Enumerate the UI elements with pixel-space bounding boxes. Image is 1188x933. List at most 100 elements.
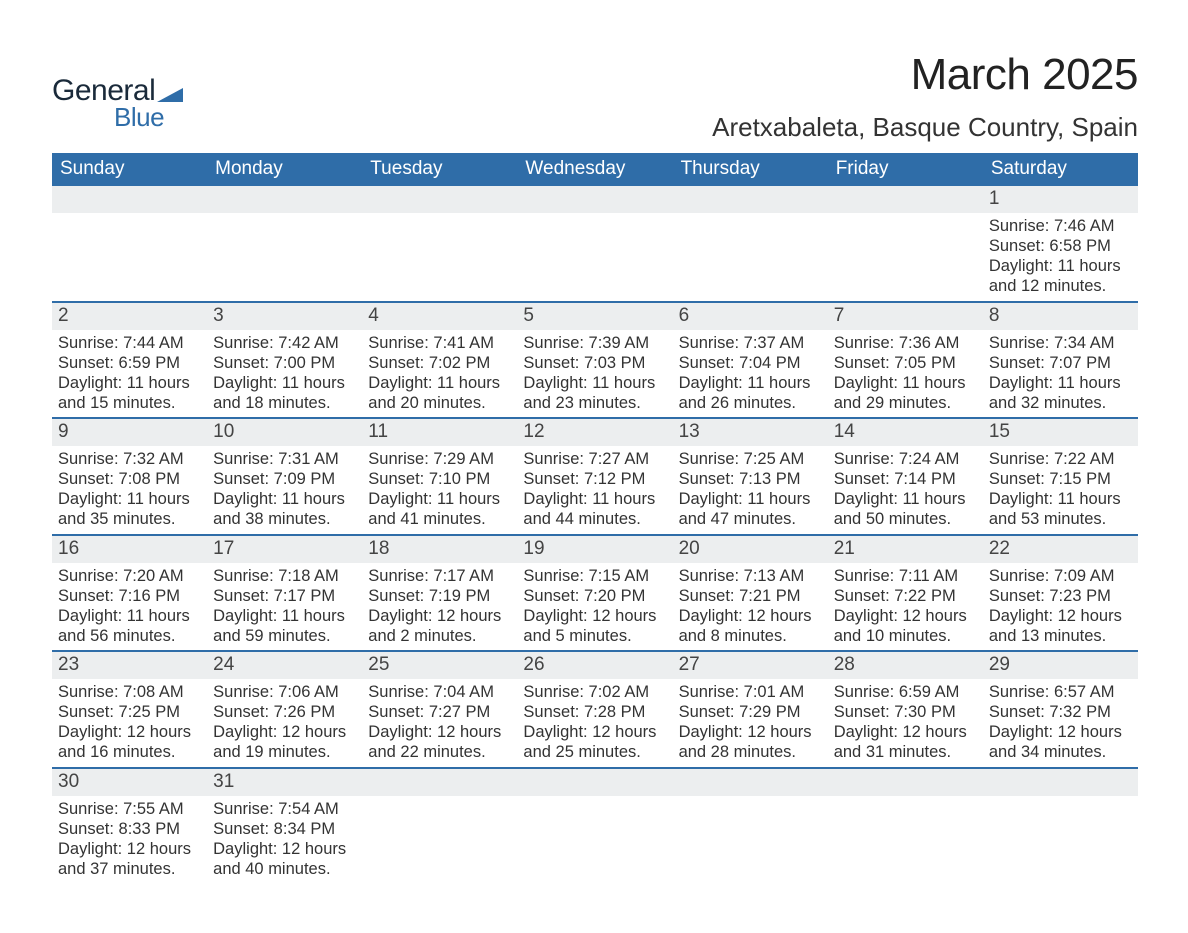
day-day1: Daylight: 12 hours <box>58 722 201 742</box>
day-sunrise: Sunrise: 7:02 AM <box>523 682 666 702</box>
day-day1: Daylight: 11 hours <box>368 373 511 393</box>
day-day2: and 25 minutes. <box>523 742 666 762</box>
month-title: March 2025 <box>712 50 1138 100</box>
week-detail-row: Sunrise: 7:46 AMSunset: 6:58 PMDaylight:… <box>52 213 1138 301</box>
day-day1: Daylight: 12 hours <box>679 722 822 742</box>
day-detail: Sunrise: 7:44 AMSunset: 6:59 PMDaylight:… <box>52 330 207 418</box>
day-detail: Sunrise: 6:59 AMSunset: 7:30 PMDaylight:… <box>828 679 983 767</box>
day-sunrise: Sunrise: 7:41 AM <box>368 333 511 353</box>
day-detail: Sunrise: 7:31 AMSunset: 7:09 PMDaylight:… <box>207 446 362 534</box>
day-sunset: Sunset: 7:20 PM <box>523 586 666 606</box>
day-detail: Sunrise: 7:02 AMSunset: 7:28 PMDaylight:… <box>517 679 672 767</box>
day-day1: Daylight: 11 hours <box>679 373 822 393</box>
day-sunset: Sunset: 7:25 PM <box>58 702 201 722</box>
day-day1: Daylight: 12 hours <box>213 839 356 859</box>
day-day2: and 23 minutes. <box>523 393 666 413</box>
day-day2: and 12 minutes. <box>989 276 1132 296</box>
day-day2: and 26 minutes. <box>679 393 822 413</box>
day-day1: Daylight: 11 hours <box>834 489 977 509</box>
week-daynum-row: 1 <box>52 186 1138 213</box>
day-sunset: Sunset: 6:59 PM <box>58 353 201 373</box>
day-number <box>828 186 983 213</box>
day-day1: Daylight: 11 hours <box>213 373 356 393</box>
day-day1: Daylight: 12 hours <box>834 722 977 742</box>
day-sunset: Sunset: 7:05 PM <box>834 353 977 373</box>
day-detail <box>828 796 983 884</box>
day-day2: and 19 minutes. <box>213 742 356 762</box>
day-day2: and 40 minutes. <box>213 859 356 879</box>
day-day2: and 29 minutes. <box>834 393 977 413</box>
day-number <box>673 186 828 213</box>
day-day1: Daylight: 11 hours <box>368 489 511 509</box>
day-number: 31 <box>207 769 362 796</box>
day-sunset: Sunset: 7:17 PM <box>213 586 356 606</box>
calendar-grid: Sunday Monday Tuesday Wednesday Thursday… <box>52 153 1138 883</box>
day-day2: and 31 minutes. <box>834 742 977 762</box>
day-day2: and 35 minutes. <box>58 509 201 529</box>
day-sunset: Sunset: 7:00 PM <box>213 353 356 373</box>
day-day1: Daylight: 11 hours <box>58 373 201 393</box>
weekday-header: Monday <box>207 153 362 186</box>
day-day2: and 16 minutes. <box>58 742 201 762</box>
day-day1: Daylight: 11 hours <box>58 606 201 626</box>
day-sunrise: Sunrise: 7:06 AM <box>213 682 356 702</box>
day-day2: and 34 minutes. <box>989 742 1132 762</box>
day-sunrise: Sunrise: 7:32 AM <box>58 449 201 469</box>
day-sunset: Sunset: 7:28 PM <box>523 702 666 722</box>
day-day2: and 56 minutes. <box>58 626 201 646</box>
day-sunrise: Sunrise: 6:57 AM <box>989 682 1132 702</box>
day-detail <box>673 213 828 301</box>
day-sunrise: Sunrise: 7:24 AM <box>834 449 977 469</box>
day-sunset: Sunset: 7:14 PM <box>834 469 977 489</box>
day-number: 13 <box>673 419 828 446</box>
day-detail: Sunrise: 7:18 AMSunset: 7:17 PMDaylight:… <box>207 563 362 651</box>
day-day1: Daylight: 11 hours <box>213 489 356 509</box>
day-number: 18 <box>362 536 517 563</box>
day-sunrise: Sunrise: 7:42 AM <box>213 333 356 353</box>
day-detail: Sunrise: 7:54 AMSunset: 8:34 PMDaylight:… <box>207 796 362 884</box>
day-day1: Daylight: 12 hours <box>523 722 666 742</box>
day-detail: Sunrise: 7:09 AMSunset: 7:23 PMDaylight:… <box>983 563 1138 651</box>
day-detail: Sunrise: 7:55 AMSunset: 8:33 PMDaylight:… <box>52 796 207 884</box>
day-number: 20 <box>673 536 828 563</box>
day-day2: and 18 minutes. <box>213 393 356 413</box>
day-number: 26 <box>517 652 672 679</box>
day-day1: Daylight: 12 hours <box>523 606 666 626</box>
logo: General Blue <box>52 50 183 133</box>
day-sunset: Sunset: 8:34 PM <box>213 819 356 839</box>
day-sunset: Sunset: 7:12 PM <box>523 469 666 489</box>
day-sunrise: Sunrise: 7:37 AM <box>679 333 822 353</box>
day-sunrise: Sunrise: 7:25 AM <box>679 449 822 469</box>
day-detail: Sunrise: 7:25 AMSunset: 7:13 PMDaylight:… <box>673 446 828 534</box>
day-sunrise: Sunrise: 7:01 AM <box>679 682 822 702</box>
day-detail: Sunrise: 7:36 AMSunset: 7:05 PMDaylight:… <box>828 330 983 418</box>
day-day1: Daylight: 11 hours <box>989 489 1132 509</box>
day-day2: and 20 minutes. <box>368 393 511 413</box>
day-day1: Daylight: 12 hours <box>989 606 1132 626</box>
day-sunset: Sunset: 7:16 PM <box>58 586 201 606</box>
day-number: 9 <box>52 419 207 446</box>
week-detail-row: Sunrise: 7:20 AMSunset: 7:16 PMDaylight:… <box>52 563 1138 651</box>
day-sunrise: Sunrise: 7:39 AM <box>523 333 666 353</box>
day-number: 14 <box>828 419 983 446</box>
day-day2: and 53 minutes. <box>989 509 1132 529</box>
week-detail-row: Sunrise: 7:32 AMSunset: 7:08 PMDaylight:… <box>52 446 1138 534</box>
day-detail: Sunrise: 7:24 AMSunset: 7:14 PMDaylight:… <box>828 446 983 534</box>
day-number: 10 <box>207 419 362 446</box>
day-number: 16 <box>52 536 207 563</box>
day-sunrise: Sunrise: 7:22 AM <box>989 449 1132 469</box>
day-number: 12 <box>517 419 672 446</box>
day-detail <box>517 213 672 301</box>
day-number <box>673 769 828 796</box>
day-sunrise: Sunrise: 7:29 AM <box>368 449 511 469</box>
day-number: 15 <box>983 419 1138 446</box>
day-day2: and 59 minutes. <box>213 626 356 646</box>
day-detail: Sunrise: 7:06 AMSunset: 7:26 PMDaylight:… <box>207 679 362 767</box>
day-day2: and 13 minutes. <box>989 626 1132 646</box>
day-detail: Sunrise: 7:34 AMSunset: 7:07 PMDaylight:… <box>983 330 1138 418</box>
day-sunrise: Sunrise: 7:20 AM <box>58 566 201 586</box>
day-detail <box>52 213 207 301</box>
day-day2: and 47 minutes. <box>679 509 822 529</box>
day-sunrise: Sunrise: 7:46 AM <box>989 216 1132 236</box>
day-day2: and 22 minutes. <box>368 742 511 762</box>
